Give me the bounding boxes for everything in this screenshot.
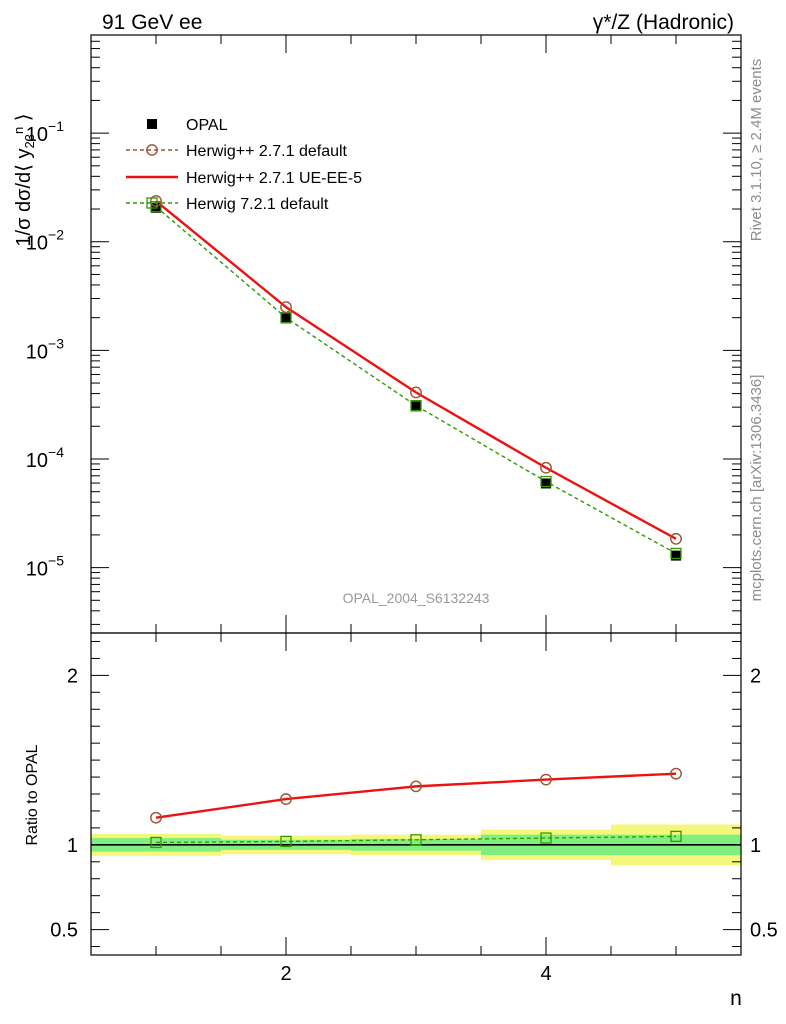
- rivet-label: Rivet 3.1.10, ≥ 2.4M events: [748, 59, 765, 242]
- herwigpp-default-marker: [540, 461, 552, 474]
- herwig721-marker: [410, 399, 422, 412]
- ratio-herwig721-marker: [280, 835, 292, 848]
- main-ytick-label: 10−5: [26, 553, 64, 581]
- ratio-herwig721-marker: [540, 832, 552, 844]
- legend-opal-marker: [147, 119, 157, 129]
- herwig721-marker: [540, 475, 552, 488]
- header-right: γ*/Z (Hadronic): [593, 11, 734, 34]
- ratio-xtick-label: 2: [280, 963, 291, 985]
- opal-point: [541, 478, 551, 489]
- ratio-herwigpp-default-marker: [150, 811, 162, 824]
- main-ytick-exponent: −5: [48, 553, 64, 569]
- main-ytick-exponent: −3: [48, 335, 64, 351]
- ratio-herwigpp-ueee5-line: [155, 772, 677, 819]
- ratio-ytick-label-right: 2: [750, 665, 761, 687]
- mcplots-label: mcplots.cern.ch [arXiv:1306.3436]: [748, 375, 765, 602]
- ratio-herwig721-marker: [150, 836, 162, 849]
- ratio-herwig721-line: [155, 835, 677, 844]
- ratio-herwigpp-default-marker: [670, 767, 682, 780]
- ratio-herwigpp-default-marker: [540, 773, 552, 786]
- opal-point: [281, 313, 291, 324]
- legend-label: Herwig++ 2.7.1 default: [186, 143, 348, 160]
- herwigpp-default-marker: [280, 301, 292, 314]
- main-ytick-label: 10−3: [26, 335, 64, 363]
- herwigpp-default-marker: [410, 386, 422, 399]
- legend-label: Herwig++ 2.7.1 UE-EE-5: [186, 170, 362, 187]
- ratio-ytick-label-right: 0.5: [750, 920, 778, 942]
- opal-point: [671, 550, 681, 561]
- main-series: [150, 195, 682, 561]
- legend-label: Herwig 7.2.1 default: [186, 196, 329, 213]
- ratio-herwigpp-default-marker: [410, 780, 422, 793]
- herwig721-marker: [150, 201, 162, 213]
- herwig721-marker: [670, 547, 682, 560]
- legend-herwigpp-default-marker: [146, 144, 158, 156]
- main-ytick-exponent: −2: [48, 227, 64, 243]
- herwigpp-default-marker: [150, 195, 162, 207]
- watermark: OPAL_2004_S6132243: [343, 590, 490, 606]
- ratio-ytick-label: 1: [67, 835, 78, 857]
- legend-herwig721-marker: [146, 197, 158, 209]
- herwigpp-default-line: [155, 200, 677, 540]
- ratio-xtick-label: 4: [540, 963, 551, 985]
- legend-label: OPAL: [186, 117, 228, 134]
- ratio-ytick-label-right: 1: [750, 835, 761, 857]
- xlabel: n: [730, 987, 742, 1010]
- ratio-uncertainty-bands: [91, 824, 741, 866]
- main-ytick-exponent: −4: [48, 444, 64, 460]
- ratio-herwigpp-default-line: [155, 772, 677, 819]
- ratio-series: [150, 767, 682, 849]
- ratio-ytick-label: 2: [67, 665, 78, 687]
- legend: OPAL Herwig++ 2.7.1 default Herwig++ 2.7.1…: [126, 117, 362, 213]
- main-ytick-label: 10−4: [26, 444, 64, 472]
- herwig721-line: [155, 206, 677, 555]
- ratio-frame: [90, 632, 742, 956]
- ratio-herwig721-marker: [410, 834, 422, 846]
- herwigpp-default-marker: [670, 532, 682, 545]
- ratio-ylabel: Ratio to OPAL: [24, 744, 41, 845]
- header-left: 91 GeV ee: [102, 11, 202, 34]
- herwigpp-ueee5-line: [155, 200, 677, 540]
- opal-point: [411, 401, 421, 412]
- main-ytick-exponent: −1: [48, 118, 64, 134]
- ratio-herwigpp-default-marker: [280, 793, 292, 805]
- ratio-ytick-label: 0.5: [50, 920, 78, 942]
- ratio-herwig721-marker: [670, 830, 682, 843]
